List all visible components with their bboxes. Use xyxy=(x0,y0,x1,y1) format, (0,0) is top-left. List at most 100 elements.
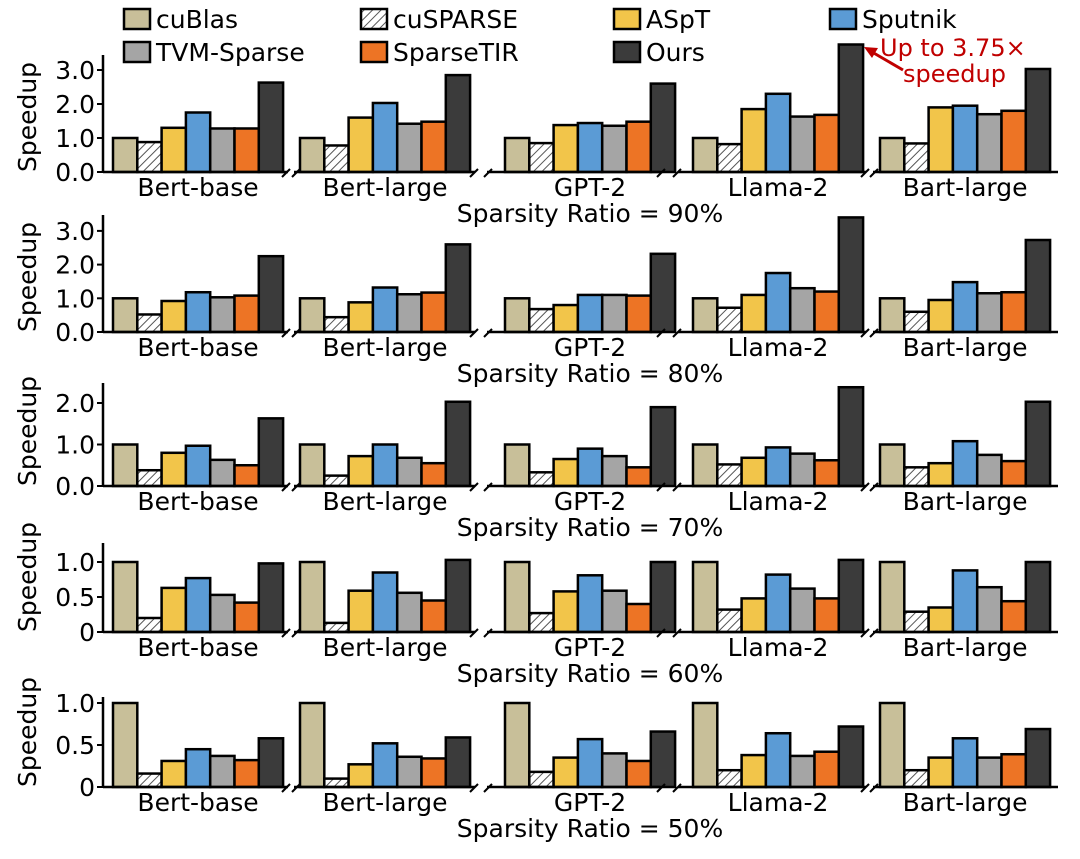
bar-aspt xyxy=(160,759,188,789)
axis-break-mark xyxy=(860,628,870,638)
bar-cusparse xyxy=(136,140,163,174)
bar-cublas xyxy=(503,136,531,174)
x-category-label: Bert-large xyxy=(323,173,448,202)
bar-sputnik xyxy=(576,293,604,334)
bar-group-llama-2 xyxy=(691,216,865,334)
bar-tvm-sparse xyxy=(788,452,816,488)
annotation-text-line2: speedup xyxy=(903,60,1006,88)
bar-ours xyxy=(257,417,285,488)
axis-break-mark xyxy=(672,628,682,638)
legend-item-aspt: ASpT xyxy=(612,5,711,34)
axis-break-mark xyxy=(869,168,879,178)
axis-break-mark xyxy=(869,482,879,492)
bar-group-bert-large xyxy=(298,558,472,634)
x-category-label: Bert-base xyxy=(137,333,258,362)
bar-cusparse xyxy=(716,306,743,334)
axis-break-mark xyxy=(672,482,682,492)
bar-aspt xyxy=(740,597,768,634)
bar-tvm-sparse xyxy=(975,453,1003,488)
axis-break-mark xyxy=(656,168,666,178)
panel-sparsity-80: Speedup 0.0 1.0 2.0 3.0 Bert-base Bert-large GP… xyxy=(13,215,1058,388)
bar-ours xyxy=(649,730,677,789)
bar-group-bert-large xyxy=(298,73,472,174)
axis-break-mark xyxy=(860,482,870,492)
bar-sputnik xyxy=(951,737,979,789)
y-tick-label: 1.0 xyxy=(55,548,95,577)
y-axis-label: Speedup xyxy=(13,522,42,632)
axis-break-mark xyxy=(672,328,682,338)
bar-group-gpt-2 xyxy=(503,405,677,488)
bar-tvm-sparse xyxy=(975,585,1003,634)
bar-cusparse xyxy=(903,142,930,174)
axis-break-mark xyxy=(291,328,301,338)
x-category-label: Bart-large xyxy=(903,487,1028,516)
bar-aspt xyxy=(160,299,188,334)
bar-cusparse xyxy=(903,466,930,488)
y-tick-label: 0 xyxy=(79,618,95,647)
axis-break-mark xyxy=(469,328,479,338)
x-category-label: Llama-2 xyxy=(728,173,829,202)
axis-break-mark xyxy=(860,328,870,338)
bar-cublas xyxy=(503,443,531,488)
bar-sputnik xyxy=(951,104,979,174)
legend-item-cublas: cuBlas xyxy=(122,5,238,34)
bar-tvm-sparse xyxy=(600,589,628,634)
bar-sparsetir xyxy=(1000,109,1028,174)
bar-sputnik xyxy=(951,439,979,488)
axis-break-mark xyxy=(281,783,291,793)
bar-aspt xyxy=(927,298,955,334)
bar-ours xyxy=(837,43,865,174)
bar-cublas xyxy=(298,443,326,488)
bar-sparsetir xyxy=(625,294,653,334)
bar-cusparse xyxy=(716,768,743,789)
bar-ours xyxy=(837,558,865,634)
bar-group-bert-base xyxy=(111,560,285,634)
x-category-label: Bert-base xyxy=(137,788,258,817)
y-tick-label: 2.0 xyxy=(55,90,95,119)
bar-ours xyxy=(837,725,865,789)
y-tick-label: 0.0 xyxy=(55,318,95,347)
bar-cublas xyxy=(878,297,906,334)
bar-aspt xyxy=(347,301,375,334)
bar-sparsetir xyxy=(233,464,261,488)
axis-break-mark xyxy=(672,783,682,793)
bar-group-gpt-2 xyxy=(503,82,677,174)
legend-item-sparsetir: SparseTIR xyxy=(359,38,519,67)
bar-tvm-sparse xyxy=(395,293,423,334)
axis-break-mark xyxy=(860,783,870,793)
bar-tvm-sparse xyxy=(788,754,816,789)
bar-aspt xyxy=(740,753,768,789)
bar-cublas xyxy=(111,297,139,334)
bar-cublas xyxy=(298,560,326,634)
bar-ours xyxy=(1024,560,1052,634)
bar-sputnik xyxy=(371,443,399,488)
panel-title: Sparsity Ratio = 80% xyxy=(457,359,723,388)
bar-sputnik xyxy=(764,92,792,174)
bar-cusparse xyxy=(528,141,555,174)
bar-ours xyxy=(444,73,472,174)
bar-tvm-sparse xyxy=(208,593,236,634)
y-tick-label: 3.0 xyxy=(55,56,95,85)
annotation-arrow xyxy=(871,50,904,72)
panel-title: Sparsity Ratio = 90% xyxy=(457,199,723,228)
bar-tvm-sparse xyxy=(788,587,816,634)
bar-cusparse xyxy=(136,772,163,789)
bar-group-bart-large xyxy=(878,400,1052,488)
bar-tvm-sparse xyxy=(208,127,236,174)
x-category-label: Bart-large xyxy=(903,333,1028,362)
bar-cublas xyxy=(691,136,719,174)
bar-ours xyxy=(1024,727,1052,789)
x-category-label: GPT-2 xyxy=(554,173,626,202)
bar-sputnik xyxy=(184,111,212,174)
bar-sparsetir xyxy=(233,127,261,174)
bar-ours xyxy=(444,736,472,789)
bar-sparsetir xyxy=(813,459,841,488)
axis-break-mark xyxy=(672,168,682,178)
bar-ours xyxy=(257,81,285,174)
bar-sputnik xyxy=(371,101,399,174)
bar-tvm-sparse xyxy=(600,293,628,334)
bar-aspt xyxy=(347,454,375,488)
x-category-label: Bert-base xyxy=(137,633,258,662)
axis-break-mark xyxy=(281,168,291,178)
bar-cusparse xyxy=(716,608,743,634)
